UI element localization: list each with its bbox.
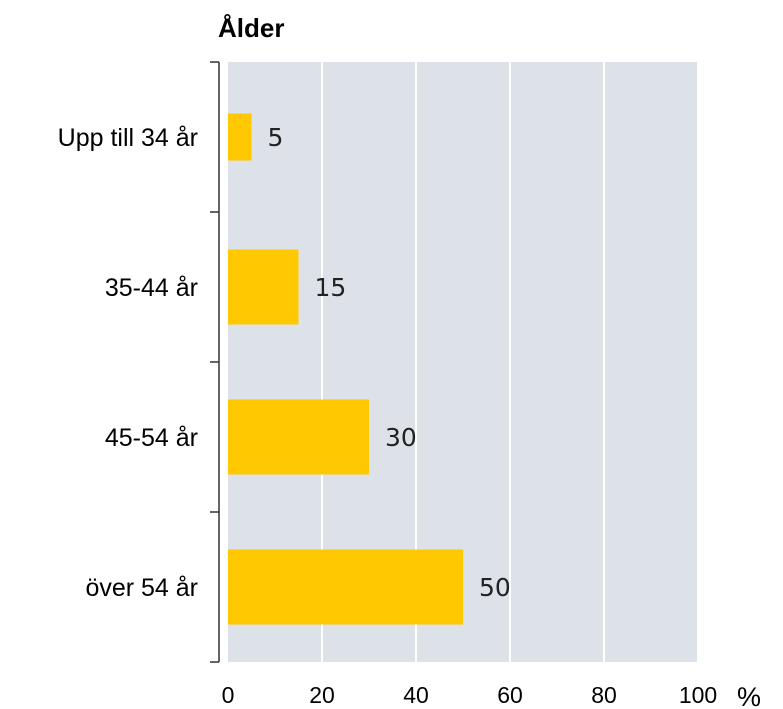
data-label: 30 (385, 423, 417, 452)
bars (228, 113, 463, 625)
x-tick-label: 60 (497, 682, 523, 708)
chart-title: Ålder (218, 13, 284, 43)
data-label: 15 (315, 273, 347, 302)
x-tick-label: 100 (679, 682, 717, 708)
bar (228, 399, 369, 475)
x-tick-label: 40 (403, 682, 429, 708)
bar (228, 549, 463, 625)
data-label: 50 (479, 573, 511, 602)
category-labels: Upp till 34 år 35-44 år 45-54 år över 54 år (58, 124, 198, 602)
category-label: Upp till 34 år (58, 124, 198, 152)
data-label: 5 (268, 123, 284, 152)
x-tick-label: 0 (222, 682, 235, 708)
x-axis-unit-label: % (737, 682, 761, 709)
bar (228, 113, 252, 161)
data-labels: 5 15 30 50 (268, 123, 511, 602)
y-axis-ticks (210, 61, 219, 663)
bar (228, 249, 299, 325)
x-tick-labels: 0 20 40 60 80 100 (222, 682, 718, 708)
x-tick-label: 20 (309, 682, 335, 708)
category-label: över 54 år (85, 574, 198, 602)
x-tick-label: 80 (591, 682, 617, 708)
category-label: 45-54 år (105, 424, 198, 452)
category-label: 35-44 år (105, 274, 198, 302)
